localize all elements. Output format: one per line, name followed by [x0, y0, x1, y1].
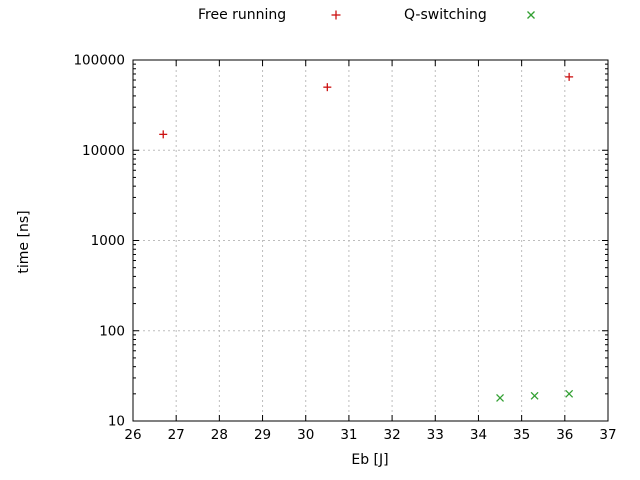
- legend-label-free-running: Free running: [198, 7, 287, 23]
- y-axis-title: time [ns]: [16, 210, 32, 274]
- x-tick-label: 30: [297, 427, 314, 443]
- data-point-cross: [496, 394, 505, 402]
- y-tick-label: 100: [99, 323, 125, 339]
- data-point-plus: [323, 83, 332, 92]
- y-tick-label: 1000: [91, 233, 125, 249]
- data-point-plus: [565, 72, 574, 81]
- x-tick-label: 35: [513, 427, 530, 443]
- y-tick-label: 10: [108, 414, 125, 430]
- plus-marker-icon: [331, 10, 341, 20]
- x-tick-label: 29: [254, 427, 271, 443]
- x-tick-label: 37: [599, 427, 616, 443]
- x-tick-label: 32: [383, 427, 400, 443]
- x-tick-label: 34: [470, 427, 487, 443]
- y-tick-label: 100000: [73, 53, 125, 69]
- legend-label-q-switching: Q-switching: [404, 7, 487, 23]
- data-point-cross: [530, 391, 539, 400]
- x-tick-label: 31: [340, 427, 357, 443]
- plot-border: [132, 59, 609, 422]
- data-point-cross: [565, 389, 574, 398]
- cross-marker-icon: [527, 11, 535, 19]
- x-tick-label: 28: [211, 427, 228, 443]
- x-tick-label: 36: [556, 427, 573, 443]
- x-tick-label: 27: [168, 427, 185, 443]
- x-tick-label: 26: [124, 427, 141, 443]
- y-tick-label: 10000: [82, 143, 125, 159]
- x-axis-title: Eb [J]: [351, 452, 389, 468]
- data-point-plus: [159, 130, 168, 139]
- x-tick-label: 33: [427, 427, 444, 443]
